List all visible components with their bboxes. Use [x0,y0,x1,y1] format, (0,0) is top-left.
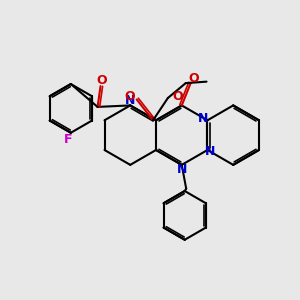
Text: N: N [205,145,216,158]
Text: N: N [177,163,187,176]
Text: N: N [125,94,135,107]
Text: O: O [172,90,183,103]
Text: O: O [97,74,107,87]
Text: O: O [188,72,199,85]
Text: N: N [198,112,208,125]
Text: F: F [64,133,72,146]
Text: O: O [124,90,135,103]
